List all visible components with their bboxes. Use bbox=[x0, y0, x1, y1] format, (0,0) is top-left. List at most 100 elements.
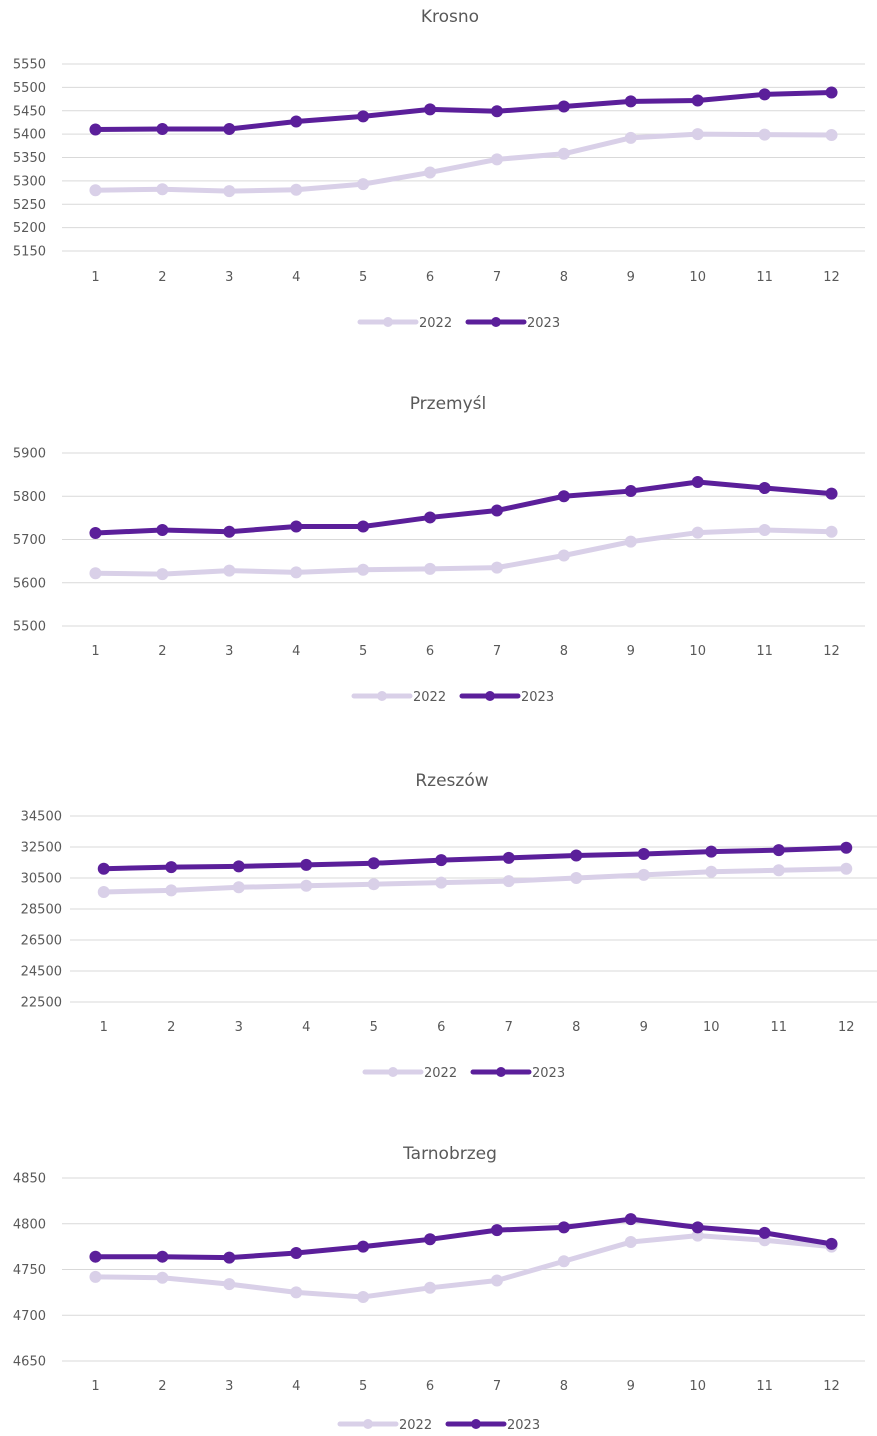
data-point-2022 bbox=[290, 1286, 303, 1299]
legend-marker-2023 bbox=[496, 1067, 506, 1077]
data-point-2023 bbox=[758, 1226, 771, 1239]
data-point-2023 bbox=[825, 86, 838, 99]
x-tick-label: 9 bbox=[627, 644, 635, 659]
x-tick-label: 10 bbox=[689, 1379, 706, 1394]
x-tick-label: 10 bbox=[703, 1020, 720, 1035]
chart-krosno: Krosno 5150 5200 5250 5300 5350 5400 5450 5500 5… bbox=[0, 0, 877, 350]
data-point-2022 bbox=[156, 183, 169, 196]
legend-label-2022: 2022 bbox=[413, 690, 446, 705]
data-point-2023 bbox=[290, 1247, 303, 1260]
y-tick-label: 5300 bbox=[13, 174, 46, 189]
data-point-2023 bbox=[502, 851, 515, 864]
data-point-2023 bbox=[424, 103, 437, 116]
y-tick-label: 26500 bbox=[21, 934, 62, 949]
data-point-2022 bbox=[490, 1274, 503, 1287]
x-tick-label: 11 bbox=[756, 270, 773, 285]
data-point-2023 bbox=[223, 525, 236, 538]
data-point-2022 bbox=[156, 568, 169, 581]
x-tick-label: 8 bbox=[572, 1020, 580, 1035]
data-point-2023 bbox=[223, 122, 236, 135]
legend-marker-2022 bbox=[388, 1067, 398, 1077]
legend-label-2023: 2023 bbox=[507, 1418, 540, 1433]
x-tick-label: 10 bbox=[689, 644, 706, 659]
series-line-2023 bbox=[92, 1216, 835, 1261]
data-point-2023 bbox=[290, 115, 303, 128]
chart-title: Rzeszów bbox=[415, 771, 488, 791]
data-point-2022 bbox=[357, 178, 370, 191]
legend-label-2022: 2022 bbox=[399, 1418, 432, 1433]
y-tick-label: 5700 bbox=[13, 533, 46, 548]
series-line-2022 bbox=[101, 866, 849, 895]
data-point-2023 bbox=[758, 482, 771, 495]
data-point-2022 bbox=[424, 1281, 437, 1294]
data-point-2023 bbox=[490, 504, 503, 517]
y-tick-label: 32500 bbox=[21, 841, 62, 856]
data-point-2022 bbox=[691, 526, 704, 539]
data-point-2022 bbox=[490, 153, 503, 166]
y-tick-label: 28500 bbox=[21, 903, 62, 918]
x-tick-label: 7 bbox=[493, 644, 501, 659]
series-line-2023 bbox=[101, 845, 849, 872]
x-tick-label: 6 bbox=[426, 270, 434, 285]
data-point-2022 bbox=[357, 1290, 370, 1303]
data-point-2022 bbox=[223, 185, 236, 198]
x-tick-label: 9 bbox=[627, 270, 635, 285]
data-point-2022 bbox=[705, 865, 718, 878]
data-point-2022 bbox=[691, 128, 704, 141]
x-tick-label: 7 bbox=[505, 1020, 513, 1035]
data-point-2023 bbox=[705, 845, 718, 858]
data-point-2023 bbox=[300, 858, 313, 871]
data-point-2022 bbox=[156, 1271, 169, 1284]
data-point-2023 bbox=[367, 857, 380, 870]
x-tick-label: 11 bbox=[756, 1379, 773, 1394]
x-tick-label: 6 bbox=[426, 1379, 434, 1394]
data-point-2023 bbox=[97, 862, 110, 875]
data-point-2022 bbox=[758, 128, 771, 141]
x-tick-label: 8 bbox=[560, 1379, 568, 1394]
data-point-2023 bbox=[691, 94, 704, 107]
data-point-2022 bbox=[300, 879, 313, 892]
data-point-2022 bbox=[367, 878, 380, 891]
data-point-2023 bbox=[424, 511, 437, 524]
data-point-2022 bbox=[570, 872, 583, 884]
data-point-2023 bbox=[424, 1233, 437, 1246]
data-point-2022 bbox=[424, 166, 437, 179]
x-tick-label: 12 bbox=[823, 1379, 840, 1394]
data-point-2023 bbox=[691, 1221, 704, 1234]
chart-przemysl: Przemyśl 5500 5600 5700 5800 5900 1 2 3 4 5 6 7 8 9 10… bbox=[0, 385, 877, 730]
y-tick-label: 4800 bbox=[13, 1217, 46, 1232]
y-tick-label: 30500 bbox=[21, 872, 62, 887]
y-tick-label: 5450 bbox=[13, 104, 46, 119]
series-line-2022 bbox=[92, 131, 835, 194]
data-point-2022 bbox=[232, 881, 245, 894]
y-tick-label: 34500 bbox=[21, 810, 62, 825]
data-point-2023 bbox=[290, 520, 303, 533]
y-tick-label: 5550 bbox=[13, 58, 46, 73]
data-point-2022 bbox=[435, 876, 448, 889]
data-point-2023 bbox=[435, 854, 448, 867]
series-line-2022 bbox=[92, 527, 835, 577]
x-tick-label: 5 bbox=[359, 1379, 367, 1394]
data-point-2023 bbox=[156, 1250, 169, 1263]
data-point-2023 bbox=[357, 520, 370, 533]
series-line-2023 bbox=[92, 479, 835, 536]
data-point-2023 bbox=[165, 861, 178, 874]
data-point-2023 bbox=[89, 1250, 102, 1263]
data-point-2022 bbox=[89, 567, 102, 580]
x-tick-label: 2 bbox=[158, 270, 166, 285]
y-tick-label: 24500 bbox=[21, 965, 62, 980]
legend-marker-2022 bbox=[377, 691, 387, 701]
data-point-2022 bbox=[502, 875, 515, 888]
x-tick-label: 1 bbox=[100, 1020, 108, 1035]
data-point-2022 bbox=[89, 184, 102, 197]
data-point-2023 bbox=[490, 105, 503, 118]
data-point-2022 bbox=[624, 131, 637, 144]
data-point-2023 bbox=[490, 1224, 503, 1237]
data-point-2022 bbox=[290, 183, 303, 196]
data-point-2023 bbox=[156, 122, 169, 135]
x-tick-label: 11 bbox=[770, 1020, 787, 1035]
chart-title: Przemyśl bbox=[410, 394, 487, 414]
x-tick-label: 6 bbox=[437, 1020, 445, 1035]
x-tick-label: 3 bbox=[225, 644, 233, 659]
data-point-2022 bbox=[624, 1236, 637, 1249]
